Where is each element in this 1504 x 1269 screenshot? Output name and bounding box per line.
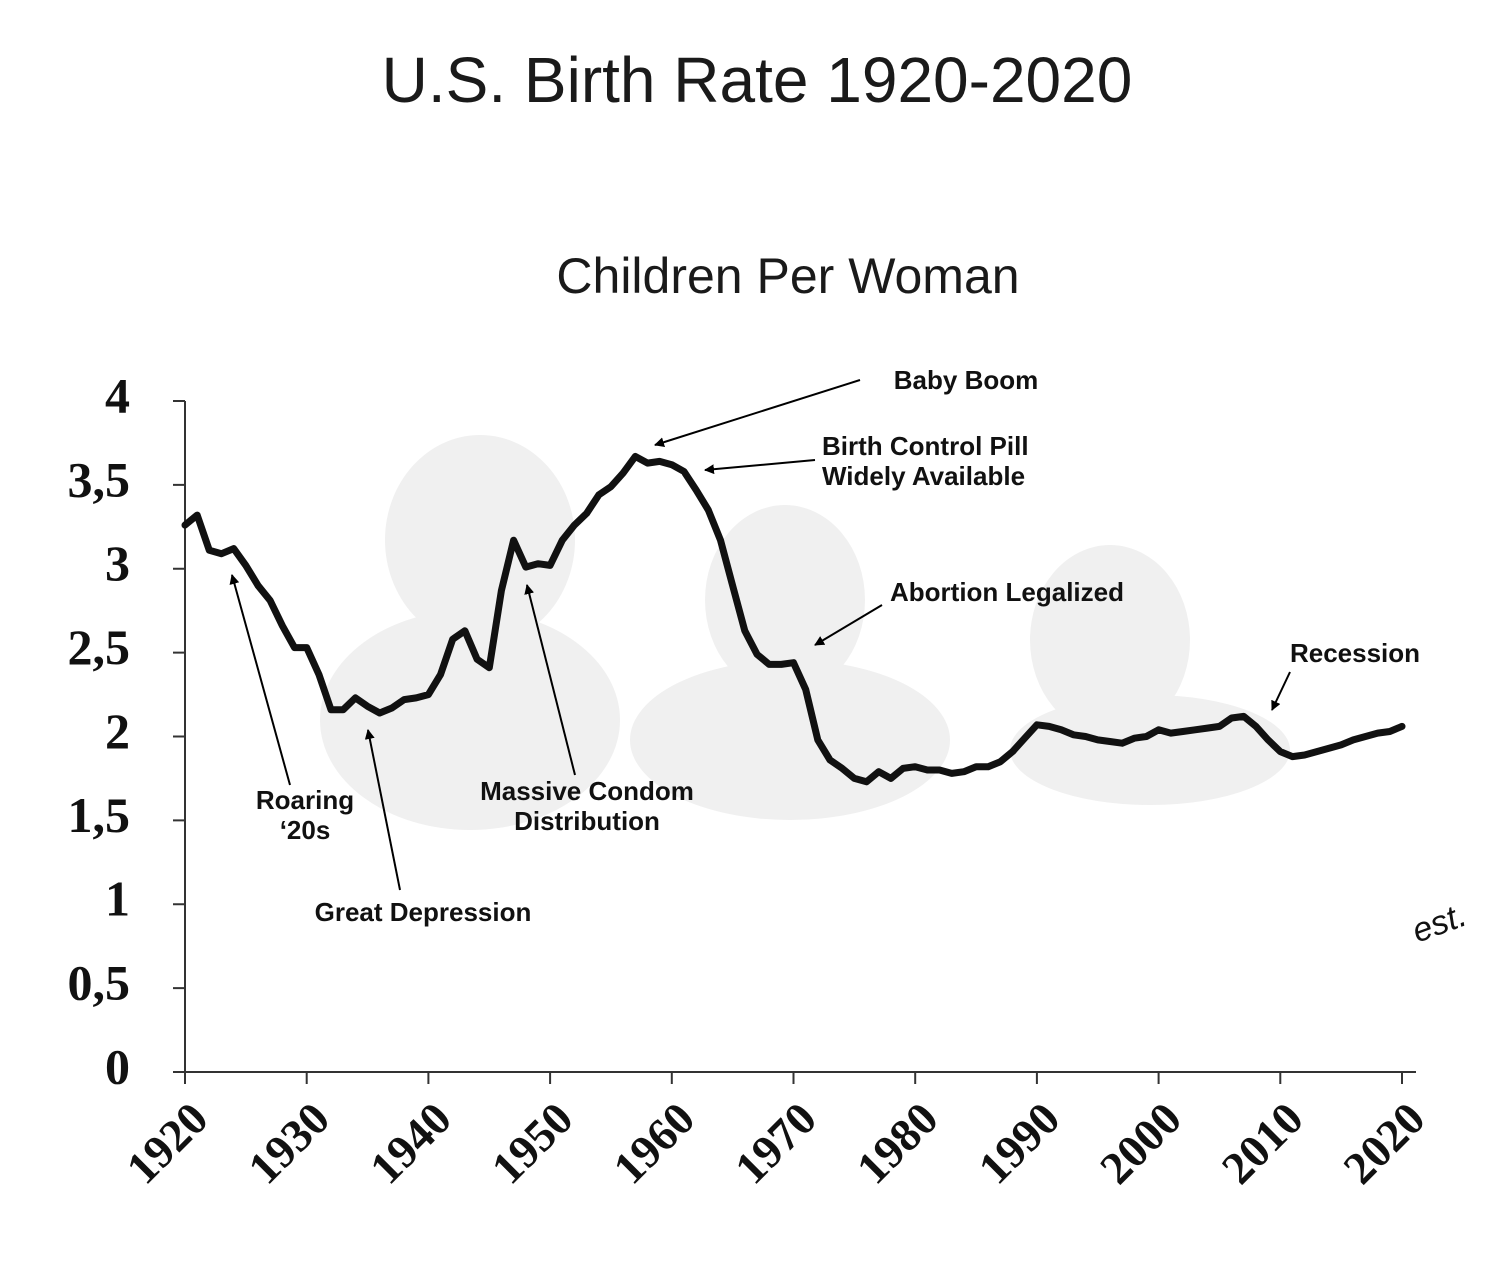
annotation: ‘20s: [280, 815, 331, 845]
annotation: est.: [1407, 896, 1472, 950]
x-tick-label: 1930: [238, 1092, 339, 1193]
annotation: Roaring: [256, 785, 354, 815]
annotation-arrow: [1271, 671, 1291, 711]
x-tick-label: 1990: [968, 1092, 1069, 1193]
annotation-arrow: [704, 459, 816, 475]
annotation-arrow: [524, 584, 576, 776]
y-tick-label: 3: [105, 535, 130, 591]
x-tick-label: 2000: [1090, 1092, 1191, 1193]
x-tick-label: 2010: [1212, 1092, 1313, 1193]
annotation-arrow: [364, 729, 401, 891]
annotation: Great Depression: [315, 897, 532, 927]
annotation: Widely Available: [822, 461, 1025, 491]
y-tick-label: 3,5: [68, 451, 131, 507]
annotation-arrow: [654, 379, 861, 448]
annotation: Recession: [1290, 638, 1420, 668]
background-figures: [320, 435, 1290, 830]
y-tick-label: 4: [105, 367, 130, 423]
x-tick-label: 1960: [603, 1092, 704, 1193]
annotation: Distribution: [514, 806, 660, 836]
chart-title: U.S. Birth Rate 1920-2020: [382, 44, 1133, 116]
annotation: Abortion Legalized: [890, 577, 1124, 607]
y-tick-label: 0,5: [68, 955, 131, 1011]
y-tick-label: 1,5: [68, 787, 131, 843]
annotation-arrow: [814, 604, 883, 646]
y-tick-label: 2,5: [68, 619, 131, 675]
data-line: [181, 452, 1406, 786]
chart-subtitle: Children Per Woman: [556, 248, 1019, 304]
x-tick-label: 1950: [482, 1092, 583, 1193]
x-tick-label: 1920: [116, 1092, 217, 1193]
annotation: Baby Boom: [894, 365, 1038, 395]
annotation: Massive Condom: [480, 776, 694, 806]
y-tick-label: 2: [105, 703, 130, 759]
x-tick-label: 2020: [1333, 1092, 1434, 1193]
x-tick-label: 1980: [847, 1092, 948, 1193]
y-tick-label: 1: [105, 871, 130, 927]
x-tick-label: 1940: [360, 1092, 461, 1193]
annotation-arrow: [229, 574, 291, 786]
y-tick-label: 0: [105, 1038, 130, 1094]
annotation: Birth Control Pill: [822, 431, 1029, 461]
x-tick-label: 1970: [725, 1092, 826, 1193]
